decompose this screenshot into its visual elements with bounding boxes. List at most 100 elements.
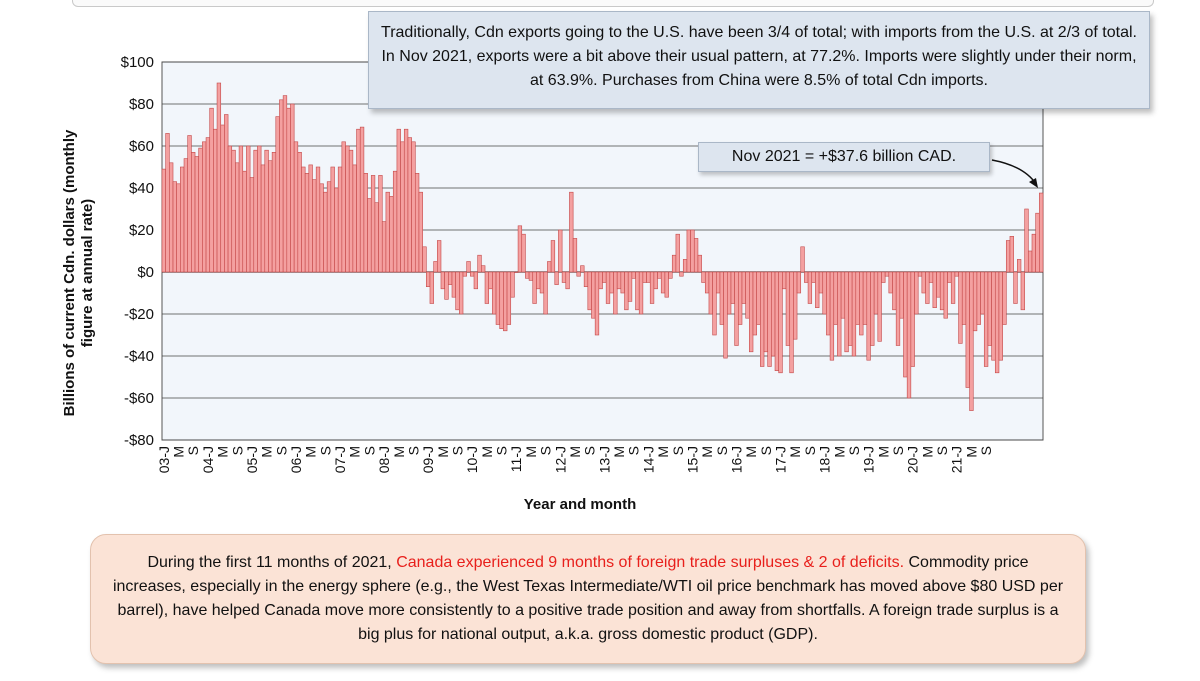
bar bbox=[572, 238, 578, 273]
bar bbox=[418, 191, 423, 273]
bar bbox=[631, 271, 636, 279]
bar bbox=[231, 149, 236, 273]
bar bbox=[187, 135, 192, 273]
bar bbox=[429, 271, 434, 304]
bar bbox=[433, 261, 438, 273]
bar bbox=[312, 179, 317, 273]
bar bbox=[727, 271, 732, 315]
bar bbox=[499, 271, 504, 330]
bar bbox=[459, 271, 464, 315]
bar bbox=[833, 271, 838, 325]
x-tick-label: S bbox=[802, 446, 818, 455]
bar bbox=[917, 271, 923, 277]
x-tick-label: 11-J bbox=[508, 446, 524, 472]
bar bbox=[914, 271, 919, 315]
bar bbox=[605, 271, 611, 304]
bar bbox=[972, 271, 978, 332]
x-tick-label: S bbox=[229, 446, 245, 455]
bar bbox=[719, 271, 724, 325]
bar bbox=[1020, 271, 1025, 311]
bar bbox=[198, 147, 203, 273]
bar bbox=[488, 271, 493, 290]
bar bbox=[712, 271, 717, 336]
bar bbox=[954, 271, 959, 277]
bar bbox=[1039, 192, 1044, 273]
bar bbox=[565, 271, 570, 290]
bar bbox=[521, 233, 526, 273]
bar bbox=[308, 164, 313, 273]
bar bbox=[804, 271, 809, 283]
bar bbox=[238, 145, 244, 273]
bar bbox=[991, 271, 996, 361]
bar bbox=[866, 271, 871, 361]
bar bbox=[1031, 233, 1036, 273]
bar bbox=[282, 95, 288, 273]
x-tick-label: 05-J bbox=[244, 446, 260, 473]
bar bbox=[477, 254, 482, 273]
bar bbox=[389, 196, 394, 273]
bar bbox=[1002, 271, 1007, 325]
bar bbox=[235, 162, 240, 273]
bar bbox=[800, 246, 805, 273]
bar bbox=[884, 271, 890, 277]
bar bbox=[506, 271, 512, 325]
bar bbox=[789, 271, 794, 374]
bar bbox=[532, 271, 537, 304]
bar bbox=[980, 271, 985, 315]
x-tick-label: M bbox=[611, 446, 627, 458]
x-tick-label: S bbox=[317, 446, 333, 455]
bar bbox=[249, 177, 255, 273]
bar bbox=[782, 271, 787, 290]
bar bbox=[503, 271, 508, 332]
bar bbox=[378, 175, 383, 273]
y-axis-label: Billions of current Cdn. dollars (monthl… bbox=[61, 129, 96, 417]
x-tick-label: 12-J bbox=[552, 446, 568, 473]
bar bbox=[635, 271, 640, 311]
x-tick-label: M bbox=[303, 446, 319, 458]
bar bbox=[715, 271, 721, 294]
bar bbox=[220, 124, 225, 273]
bar bbox=[730, 271, 735, 304]
bar bbox=[848, 271, 853, 346]
bar bbox=[1028, 250, 1033, 273]
bar bbox=[558, 229, 563, 273]
commentary-intro: During the first 11 months of 2021, bbox=[147, 554, 397, 571]
bar bbox=[1005, 240, 1011, 273]
y-tick-label: -$60 bbox=[124, 390, 154, 407]
callout-arrowhead bbox=[1029, 178, 1038, 188]
bar bbox=[928, 271, 934, 283]
bar bbox=[653, 271, 658, 290]
x-tick-label: M bbox=[787, 446, 803, 458]
bar bbox=[205, 137, 211, 273]
x-tick-label: S bbox=[185, 446, 201, 455]
bar bbox=[602, 271, 607, 283]
bar bbox=[514, 271, 519, 273]
bar bbox=[679, 271, 684, 277]
bar bbox=[348, 149, 354, 273]
bar bbox=[569, 191, 574, 273]
bar bbox=[598, 271, 603, 290]
x-tick-label: M bbox=[435, 446, 451, 458]
bar bbox=[403, 128, 409, 273]
bar bbox=[939, 271, 945, 311]
x-tick-label: M bbox=[479, 446, 495, 458]
bar bbox=[422, 246, 427, 273]
bar bbox=[624, 271, 629, 311]
bar bbox=[191, 152, 196, 273]
bar bbox=[697, 254, 702, 273]
x-tick-label: S bbox=[406, 446, 422, 455]
bar bbox=[767, 271, 772, 367]
bar bbox=[400, 141, 405, 273]
x-tick-label: M bbox=[743, 446, 759, 458]
bar bbox=[793, 271, 798, 340]
x-tick-label: S bbox=[758, 446, 774, 455]
bar bbox=[958, 271, 963, 344]
bar bbox=[1013, 271, 1018, 304]
bar bbox=[760, 271, 765, 367]
bar bbox=[257, 145, 262, 273]
bar bbox=[323, 191, 328, 273]
bar bbox=[642, 271, 647, 283]
bar bbox=[359, 126, 365, 273]
bar bbox=[796, 271, 802, 294]
nov-2021-callout: Nov 2021 = +$37.6 billion CAD. bbox=[698, 142, 990, 172]
